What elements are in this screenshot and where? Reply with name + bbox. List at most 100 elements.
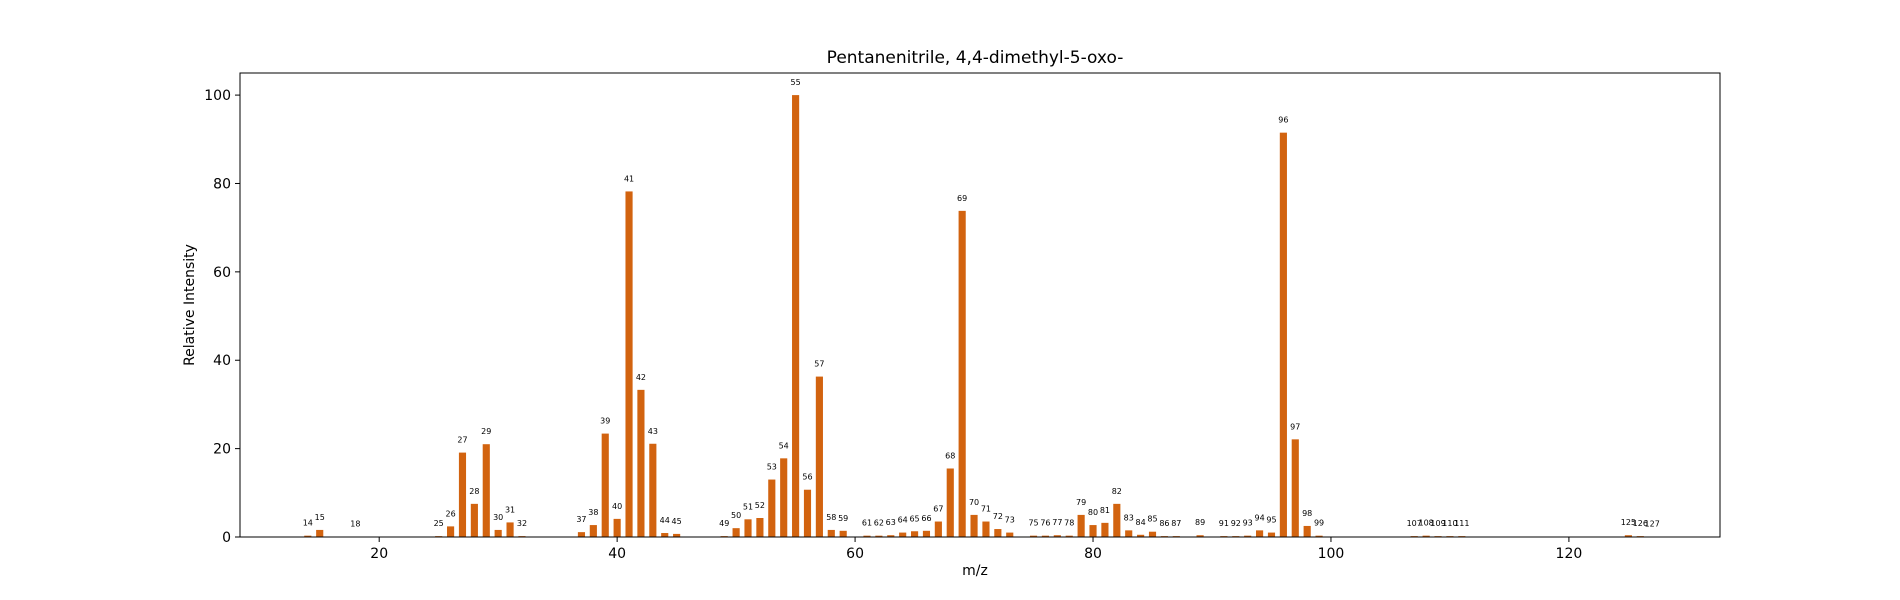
bar-label: 51 bbox=[743, 502, 753, 511]
bar bbox=[934, 521, 942, 537]
bar bbox=[506, 522, 514, 537]
bar-label: 25 bbox=[434, 519, 444, 528]
bar-label: 64 bbox=[898, 516, 908, 525]
bar-label: 31 bbox=[505, 505, 515, 514]
bar bbox=[1244, 535, 1252, 537]
bar-label: 28 bbox=[469, 487, 479, 496]
y-tick-label: 80 bbox=[213, 176, 231, 192]
bar-label: 98 bbox=[1302, 509, 1312, 518]
bar-label: 54 bbox=[779, 441, 789, 450]
bar bbox=[815, 376, 823, 537]
bar-label: 42 bbox=[636, 373, 646, 382]
bar-label: 125 bbox=[1621, 518, 1636, 527]
bar bbox=[589, 525, 597, 537]
bar bbox=[1089, 525, 1097, 537]
bar bbox=[1137, 534, 1145, 537]
bar bbox=[1125, 530, 1133, 537]
bar-label: 96 bbox=[1278, 116, 1288, 125]
bar bbox=[946, 468, 954, 537]
bar-label: 89 bbox=[1195, 518, 1205, 527]
bar bbox=[577, 532, 586, 537]
bar-label: 39 bbox=[600, 417, 610, 426]
bar bbox=[494, 529, 502, 537]
bar bbox=[1053, 535, 1061, 537]
bar-label: 91 bbox=[1219, 519, 1229, 528]
bar-label: 109 bbox=[1430, 519, 1445, 528]
bar bbox=[1006, 532, 1014, 537]
bar bbox=[304, 535, 312, 537]
bar-label: 14 bbox=[303, 519, 313, 528]
bar bbox=[470, 503, 478, 537]
bar bbox=[958, 210, 966, 537]
bar bbox=[1148, 531, 1157, 537]
bar bbox=[447, 526, 455, 537]
chart-title: Pentanenitrile, 4,4-dimethyl-5-oxo- bbox=[827, 48, 1124, 68]
x-axis-label: m/z bbox=[962, 563, 988, 579]
bar bbox=[1113, 503, 1121, 537]
x-tick-label: 20 bbox=[370, 546, 388, 562]
bar-label: 81 bbox=[1100, 506, 1110, 515]
x-tick-label: 120 bbox=[1556, 546, 1583, 562]
bar bbox=[1101, 522, 1109, 537]
bar bbox=[637, 389, 645, 537]
bar-label: 38 bbox=[588, 508, 598, 517]
bar bbox=[887, 535, 895, 537]
bar-label: 61 bbox=[862, 519, 872, 528]
bar-label: 76 bbox=[1040, 519, 1050, 528]
bar bbox=[744, 519, 752, 537]
bar bbox=[649, 443, 657, 537]
bar-label: 66 bbox=[921, 514, 931, 523]
bar bbox=[768, 479, 776, 537]
bar-label: 78 bbox=[1064, 519, 1074, 528]
bar bbox=[1196, 535, 1204, 537]
bar-label: 71 bbox=[981, 505, 991, 514]
bar bbox=[601, 433, 609, 537]
bar-label: 59 bbox=[838, 514, 848, 523]
bar-label: 57 bbox=[814, 360, 824, 369]
bar-label: 43 bbox=[648, 427, 658, 436]
bar-label: 18 bbox=[350, 520, 360, 529]
bar bbox=[970, 514, 978, 537]
bar bbox=[863, 535, 871, 537]
bar bbox=[482, 444, 490, 537]
bar-label: 87 bbox=[1171, 519, 1181, 528]
bar bbox=[1291, 439, 1299, 537]
bar-label: 75 bbox=[1028, 519, 1038, 528]
bar-label: 45 bbox=[672, 517, 682, 526]
bar bbox=[1077, 514, 1085, 537]
bar-label: 92 bbox=[1231, 519, 1241, 528]
bar bbox=[911, 531, 919, 537]
bar bbox=[922, 530, 931, 537]
bar-label: 67 bbox=[933, 505, 943, 514]
bar-label: 108 bbox=[1418, 519, 1433, 528]
bar bbox=[1256, 530, 1264, 537]
bar bbox=[1041, 535, 1049, 537]
bar-label: 111 bbox=[1454, 519, 1469, 528]
bar-label: 68 bbox=[945, 452, 955, 461]
bar bbox=[1279, 132, 1287, 537]
bar-label: 99 bbox=[1314, 519, 1324, 528]
bar-label: 85 bbox=[1147, 515, 1157, 524]
bar-label: 127 bbox=[1645, 520, 1660, 529]
bar-label: 73 bbox=[1005, 516, 1015, 525]
bar-label: 15 bbox=[315, 513, 325, 522]
bar-label: 53 bbox=[767, 463, 777, 472]
x-tick-label: 80 bbox=[1084, 546, 1102, 562]
bar bbox=[732, 528, 740, 537]
bar bbox=[1315, 535, 1323, 537]
bar-label: 27 bbox=[457, 436, 467, 445]
bar-label: 83 bbox=[1124, 513, 1134, 522]
bar bbox=[1267, 532, 1276, 537]
y-axis: 0 20 40 60 80 100 bbox=[204, 88, 240, 546]
bar-label: 110 bbox=[1442, 519, 1457, 528]
bar-label: 52 bbox=[755, 501, 765, 510]
bar-label: 97 bbox=[1290, 422, 1300, 431]
bar bbox=[458, 452, 467, 537]
bar bbox=[1029, 535, 1038, 537]
bar-label: 40 bbox=[612, 502, 622, 511]
bar bbox=[827, 529, 835, 537]
y-axis-label: Relative Intensity bbox=[182, 244, 198, 366]
bar-label: 44 bbox=[660, 516, 670, 525]
